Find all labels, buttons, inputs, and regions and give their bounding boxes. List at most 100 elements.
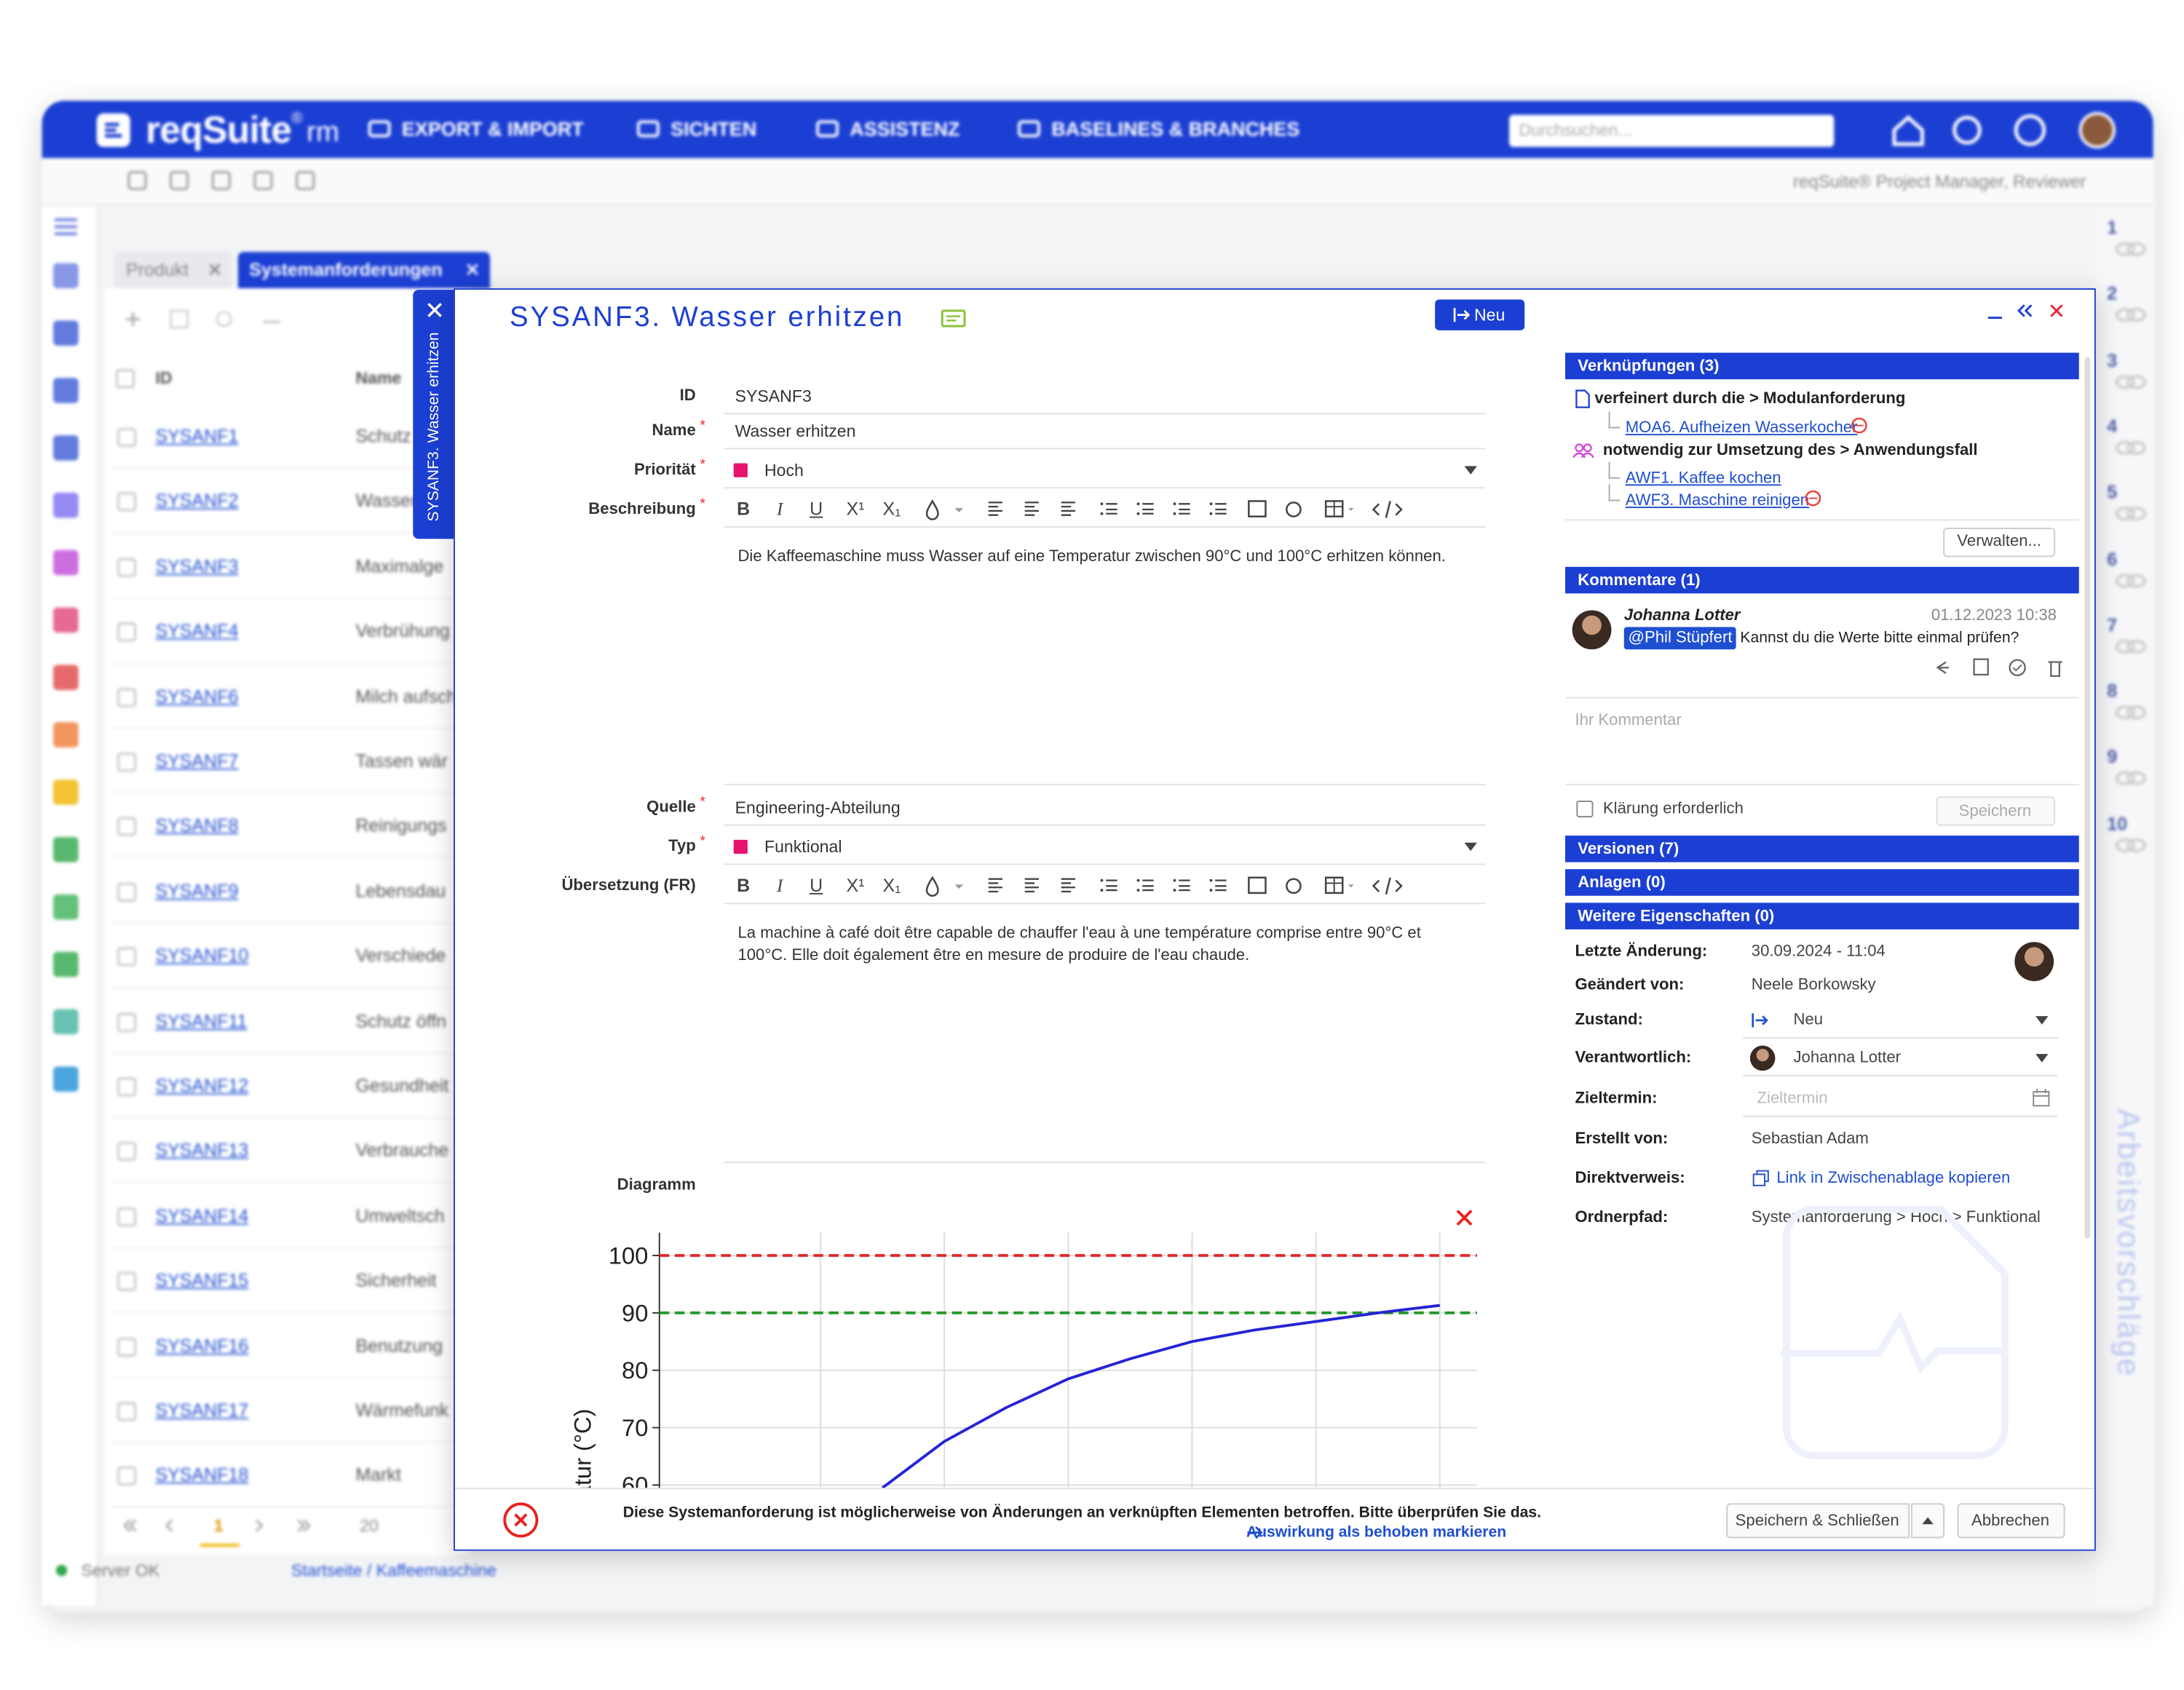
row-checkbox[interactable] — [117, 1207, 136, 1226]
linked-item[interactable]: AWF1. Kaffee kochen — [1625, 470, 1781, 488]
row-checkbox[interactable] — [117, 688, 136, 707]
sidebar-icon[interactable] — [53, 320, 79, 346]
comment-actions[interactable] — [1932, 658, 2065, 678]
select-arrow[interactable] — [2035, 1054, 2049, 1063]
save-comment-button[interactable] — [1936, 796, 2056, 826]
save-menu-button[interactable] — [1911, 1503, 1945, 1539]
editor-button[interactable]: U — [810, 498, 823, 520]
sidebar-icon[interactable] — [53, 263, 79, 289]
section-header[interactable] — [1565, 352, 2079, 380]
select-arrow[interactable] — [2035, 1016, 2049, 1025]
row-id[interactable]: SYSANF10 — [155, 945, 249, 967]
select-arrow[interactable] — [1464, 466, 1477, 475]
row-checkbox[interactable] — [117, 623, 136, 642]
row-id[interactable]: SYSANF7 — [155, 750, 239, 771]
nav-item[interactable]: ASSISTENZ — [850, 117, 960, 140]
save-comment-label[interactable]: Speichern — [1958, 803, 2032, 820]
row-checkbox[interactable] — [117, 1077, 136, 1096]
footer-action[interactable]: Auswirkung als behoben markieren — [1246, 1524, 1507, 1542]
field-value[interactable]: Engineering-Abteilung — [735, 798, 901, 818]
clarify-checkbox[interactable] — [1576, 801, 1594, 818]
row-id[interactable]: SYSANF17 — [155, 1400, 249, 1421]
field-value[interactable]: Wasser erhitzen — [735, 421, 856, 441]
editor-button[interactable]: X¹ — [846, 874, 865, 896]
editor-icons[interactable] — [924, 499, 1414, 520]
tab[interactable] — [237, 252, 491, 289]
section-header[interactable] — [1565, 566, 2079, 594]
manage-label[interactable]: Verwalten... — [1957, 533, 2041, 550]
tab-close[interactable] — [466, 263, 478, 276]
row-id[interactable]: SYSANF1 — [155, 425, 239, 447]
row-id[interactable]: SYSANF16 — [155, 1334, 249, 1356]
row-id[interactable]: SYSANF2 — [155, 490, 239, 512]
sidebar-icon[interactable] — [53, 607, 79, 633]
row-id[interactable]: SYSANF12 — [155, 1074, 249, 1096]
window-controls[interactable] — [1987, 302, 2068, 322]
sidebar-icon[interactable] — [53, 435, 79, 461]
manage-button[interactable] — [1943, 528, 2056, 558]
header-checkbox[interactable] — [116, 369, 135, 388]
sidebar-icon[interactable] — [53, 492, 79, 518]
select-value[interactable]: Hoch — [764, 460, 804, 480]
row-checkbox[interactable] — [117, 1402, 136, 1421]
page-number[interactable]: 1 — [213, 1515, 223, 1536]
editor-button[interactable]: I — [776, 874, 783, 896]
sidebar-icon[interactable] — [53, 837, 79, 862]
nav-item[interactable]: SICHTEN — [670, 117, 757, 140]
work-number[interactable]: 9 — [2107, 746, 2118, 768]
section-header[interactable] — [1565, 902, 2079, 929]
property-value[interactable]: Neu — [1793, 1012, 1824, 1029]
row-id[interactable]: SYSANF9 — [155, 880, 239, 902]
sidebar-icon[interactable] — [53, 378, 79, 403]
editor-icons[interactable] — [924, 876, 1414, 897]
state-button[interactable] — [1435, 299, 1525, 330]
editor-button[interactable]: X₁ — [882, 498, 901, 520]
work-number[interactable]: 5 — [2107, 481, 2118, 503]
sidebar-icon[interactable] — [53, 1066, 79, 1092]
side-tab[interactable] — [413, 290, 455, 539]
calendar-icon[interactable] — [2033, 1089, 2050, 1107]
row-checkbox[interactable] — [117, 1272, 136, 1291]
tab-close[interactable] — [209, 263, 221, 276]
work-number[interactable]: 10 — [2107, 812, 2128, 834]
row-checkbox[interactable] — [117, 493, 136, 512]
row-checkbox[interactable] — [117, 883, 136, 902]
row-id[interactable]: SYSANF6 — [155, 685, 239, 707]
cancel-button[interactable] — [1957, 1503, 2065, 1539]
comment-placeholder[interactable]: Ihr Kommentar — [1575, 712, 1682, 729]
editor-button[interactable]: X₁ — [882, 874, 901, 896]
comment-mention[interactable]: @Phil Stüpfert — [1623, 627, 1737, 650]
editor-button[interactable]: B — [737, 498, 751, 520]
work-number[interactable]: 4 — [2107, 415, 2118, 437]
editor-button[interactable]: U — [810, 874, 823, 896]
property-link[interactable]: Link in Zwischenablage kopieren — [1776, 1170, 2011, 1187]
section-header[interactable] — [1565, 836, 2079, 862]
row-id[interactable]: SYSANF15 — [155, 1269, 249, 1291]
work-number[interactable]: 6 — [2107, 547, 2118, 569]
editor-text[interactable]: Die Kaffeemaschine muss Wasser auf eine … — [737, 548, 1446, 566]
row-id[interactable]: SYSANF4 — [155, 620, 239, 642]
editor-text[interactable]: La machine à café doit être capable de c… — [737, 925, 1421, 964]
select-value[interactable]: Funktional — [764, 837, 842, 857]
sidebar-icon[interactable] — [53, 722, 79, 747]
breadcrumb[interactable]: Startseite / Kaffeemaschine — [291, 1560, 496, 1581]
work-number[interactable]: 8 — [2107, 680, 2118, 702]
field-value[interactable]: SYSANF3 — [735, 386, 812, 406]
sidebar-icon[interactable] — [53, 779, 79, 805]
row-checkbox[interactable] — [117, 1012, 136, 1031]
row-checkbox[interactable] — [117, 948, 136, 967]
editor-button[interactable]: B — [737, 874, 751, 896]
sidebar-icon[interactable] — [53, 951, 79, 977]
cancel-label[interactable]: Abbrechen — [1971, 1512, 2050, 1530]
linked-item[interactable]: MOA6. Aufheizen Wasserkocher — [1625, 419, 1858, 437]
row-id[interactable]: SYSANF14 — [155, 1205, 249, 1226]
work-number[interactable]: 1 — [2107, 217, 2118, 238]
save-close-label[interactable]: Speichern & Schließen — [1735, 1512, 1899, 1530]
sidebar-icon[interactable] — [53, 550, 79, 576]
date-placeholder[interactable]: Zieltermin — [1757, 1090, 1828, 1108]
row-checkbox[interactable] — [117, 817, 136, 836]
row-checkbox[interactable] — [117, 1467, 136, 1486]
editor-button[interactable]: I — [776, 498, 783, 520]
select-arrow[interactable] — [1464, 842, 1477, 852]
work-number[interactable]: 7 — [2107, 614, 2118, 635]
